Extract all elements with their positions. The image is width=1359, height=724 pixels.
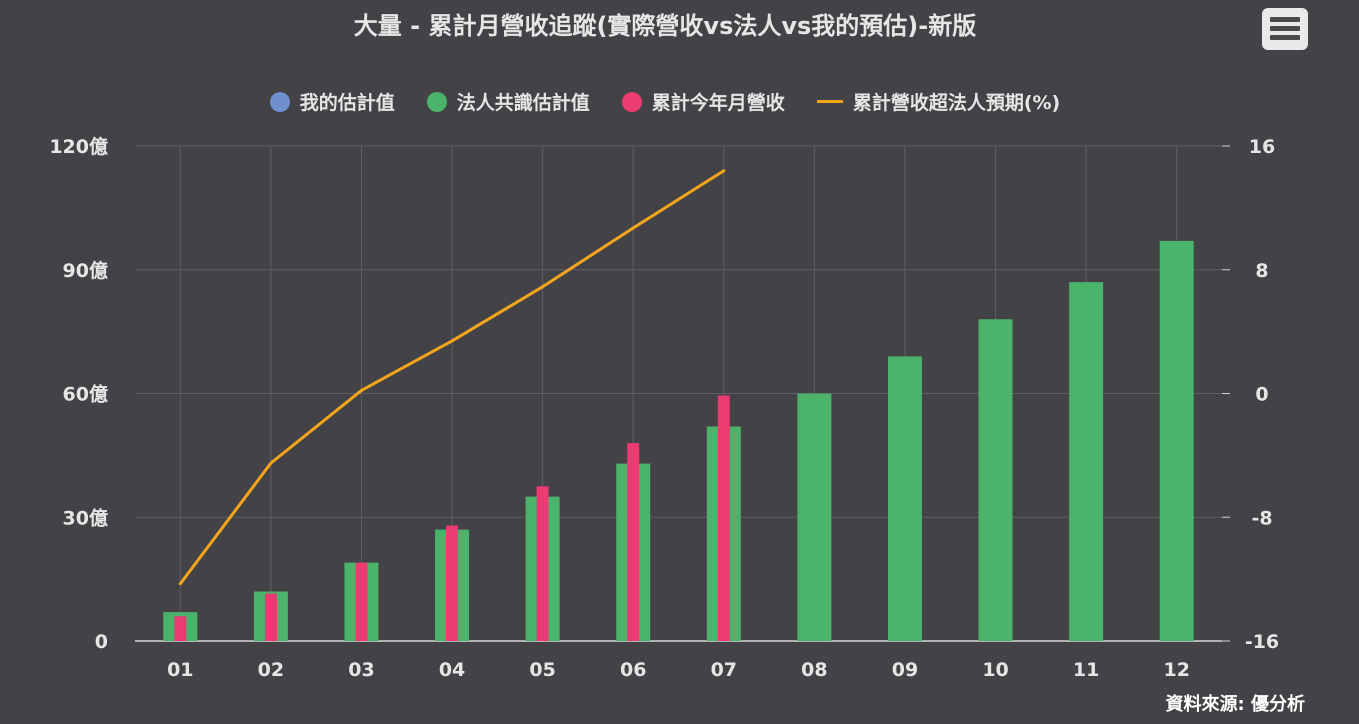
x-tick-label: 02 [258, 659, 284, 681]
consensus-bar-06 [616, 463, 651, 641]
y-right-tick-label: 8 [1255, 260, 1268, 282]
consensus-bar-12 [1159, 240, 1194, 641]
legend-label: 累計今年月營收 [651, 92, 785, 114]
source-label: 資料來源: 優分析 [1165, 694, 1305, 715]
revenue-bar-03 [355, 562, 368, 641]
excess-line [179, 169, 725, 585]
excess-point-06 [631, 226, 635, 230]
revenue-bar-05 [536, 486, 549, 641]
consensus-bar-01 [163, 612, 198, 641]
consensus-bar-11 [1069, 282, 1104, 641]
excess-point-02 [269, 461, 273, 465]
y-left-tick-label: 60億 [63, 383, 108, 406]
excess-point-01 [178, 582, 182, 586]
consensus-bar-04 [435, 529, 470, 641]
consensus-bar-03 [344, 562, 379, 641]
y-left-tick-label: 30億 [63, 506, 108, 529]
y-right-tick-label: -16 [1245, 631, 1279, 653]
y-right-tick-label: -8 [1251, 507, 1272, 529]
consensus-bar-09 [887, 356, 922, 641]
x-tick-label: 10 [982, 659, 1008, 681]
y-left-tick-label: 120億 [49, 135, 108, 158]
consensus-bar-02 [253, 591, 288, 641]
x-tick-label: 12 [1163, 659, 1189, 681]
hamburger-menu-icon[interactable] [1262, 8, 1308, 50]
excess-point-05 [541, 285, 545, 289]
legend-swatch [426, 91, 447, 112]
consensus-bar-05 [525, 496, 560, 641]
consensus-bar-07 [706, 426, 741, 641]
consensus-bar-08 [797, 393, 832, 641]
x-tick-label: 08 [801, 659, 827, 681]
excess-point-04 [450, 339, 454, 343]
legend-label: 累計營收超法人預期(%) [852, 92, 1061, 114]
x-tick-label: 05 [529, 659, 555, 681]
legend-label: 我的估計值 [299, 92, 395, 114]
chart-title: 大量 - 累計月營收追蹤(實際營收vs法人vs我的預估)-新版 [353, 12, 977, 40]
y-left-tick-label: 0 [95, 631, 108, 653]
revenue-bar-01 [174, 616, 187, 641]
legend-label: 法人共識估計值 [456, 92, 590, 114]
y-left-tick-label: 90億 [63, 259, 108, 282]
legend-swatch [816, 100, 843, 103]
y-right-tick-label: 0 [1255, 384, 1268, 406]
x-tick-label: 11 [1073, 659, 1099, 681]
legend-item-1[interactable]: 我的估計值 [269, 88, 395, 115]
x-tick-label: 04 [439, 659, 465, 681]
excess-point-03 [359, 388, 363, 392]
legend-item-4[interactable]: 累計營收超法人預期(%) [816, 88, 1061, 115]
chart-legend: 我的估計值 法人共識估計值 累計今年月營收 累計營收超法人預期(%) [0, 88, 1330, 115]
legend-item-2[interactable]: 法人共識估計值 [426, 88, 590, 115]
excess-point-07 [722, 169, 726, 173]
revenue-bar-04 [446, 525, 459, 641]
revenue-bar-06 [627, 443, 640, 641]
y-right-tick-label: 16 [1249, 136, 1275, 158]
legend-swatch [269, 91, 290, 112]
legend-item-3[interactable]: 累計今年月營收 [621, 88, 785, 115]
revenue-bar-07 [717, 395, 730, 641]
legend-swatch [621, 91, 642, 112]
x-tick-label: 01 [167, 659, 193, 681]
x-tick-label: 06 [620, 659, 646, 681]
x-tick-label: 07 [711, 659, 737, 681]
revenue-bar-02 [264, 593, 277, 641]
x-tick-label: 03 [348, 659, 374, 681]
x-tick-label: 09 [892, 659, 918, 681]
consensus-bar-10 [978, 319, 1013, 641]
